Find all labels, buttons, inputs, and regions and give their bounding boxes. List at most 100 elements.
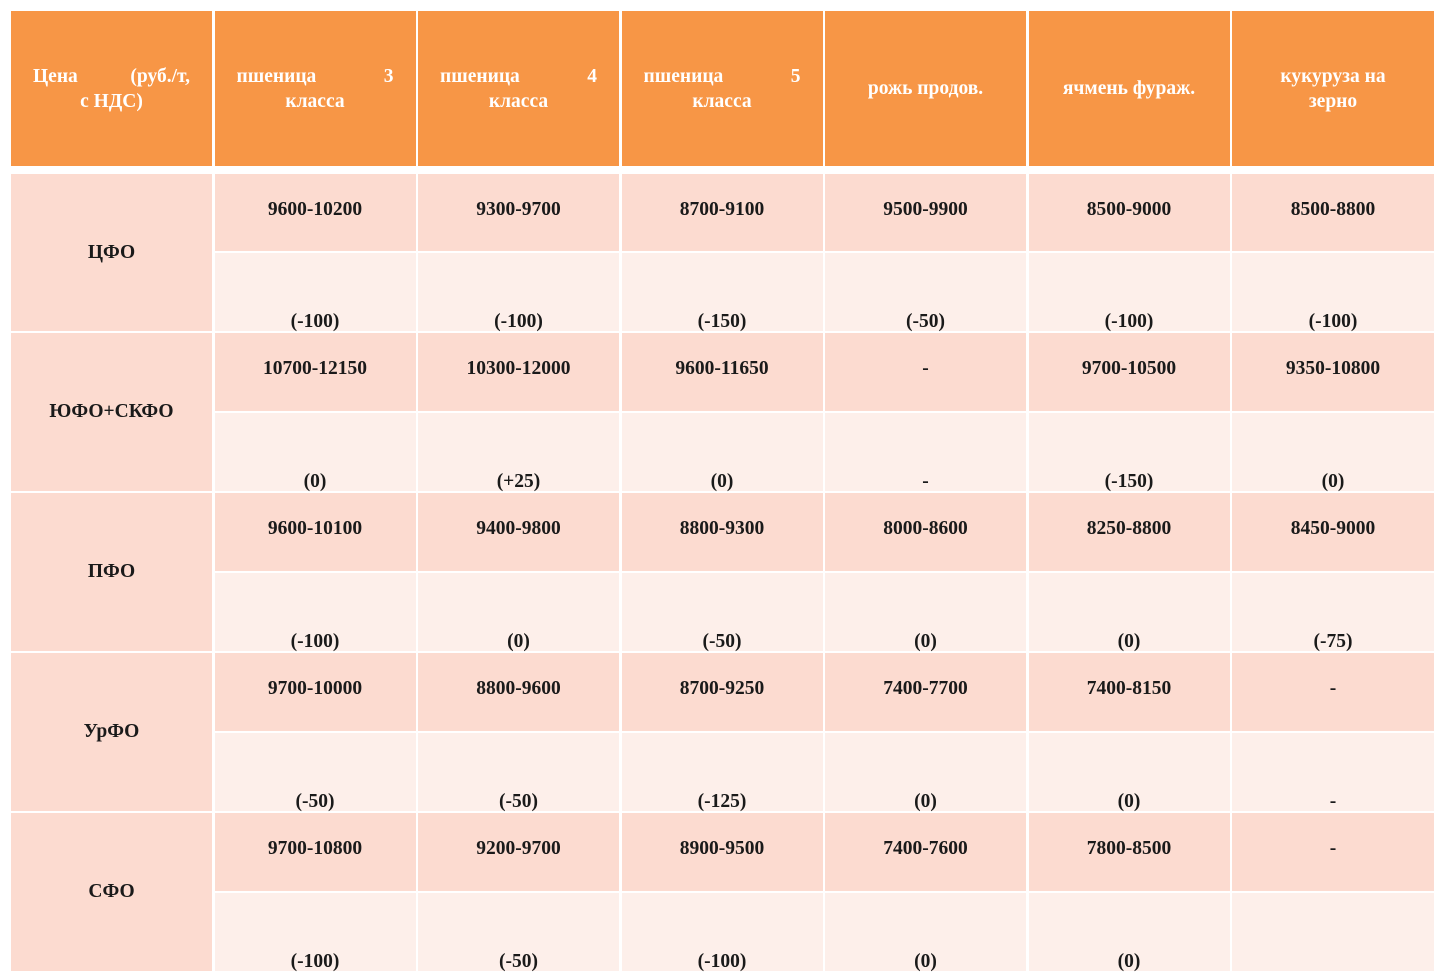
price-change-value: (-50) xyxy=(702,631,742,652)
header-separator xyxy=(11,168,212,172)
price-change-cell: (0) xyxy=(621,413,823,492)
price-change-cell: (-50) xyxy=(418,733,619,812)
price-change-cell: (-150) xyxy=(1028,413,1230,492)
price-change-value: - xyxy=(1329,791,1337,812)
price-range-cell: 8500-9000 xyxy=(1028,174,1230,251)
header-line-2: с НДС) xyxy=(80,91,143,112)
price-change-value: (-100) xyxy=(290,311,340,332)
price-range-cell: 10300-12000 xyxy=(418,333,619,411)
price-change-value: (-50) xyxy=(499,951,538,972)
price-change-cell: (-100) xyxy=(1028,253,1230,332)
price-change-cell: (0) xyxy=(825,573,1026,652)
price-change-cell: - xyxy=(1232,733,1434,812)
price-change-cell: (-100) xyxy=(214,893,416,972)
price-range-cell: 7400-7700 xyxy=(825,653,1026,731)
price-range-cell: - xyxy=(1232,653,1434,731)
price-change-value: (0) xyxy=(914,791,937,812)
price-change-cell: (-125) xyxy=(621,733,823,812)
region-label: СФО xyxy=(11,813,212,971)
price-change-value: (-100) xyxy=(1308,311,1358,332)
region-label: ЦФО xyxy=(11,174,212,331)
price-range-cell: 8800-9300 xyxy=(621,493,823,571)
price-change-cell: (-75) xyxy=(1232,573,1434,652)
price-change-cell: (0) xyxy=(825,733,1026,812)
price-change-cell: (-100) xyxy=(1232,253,1434,332)
header-price-unit: Цена (руб./т, с НДС) xyxy=(11,11,212,166)
price-change-value: (0) xyxy=(507,631,530,652)
price-change-value: (-100) xyxy=(290,631,340,652)
price-change-value: (-100) xyxy=(290,951,340,972)
price-change-value: (-150) xyxy=(697,311,747,332)
header-line-2: класса xyxy=(285,91,345,112)
price-change-cell: - xyxy=(825,413,1026,492)
price-change-value: (0) xyxy=(1117,631,1141,652)
header-rye: рожь продов. xyxy=(825,11,1026,166)
price-change-value: (0) xyxy=(710,471,734,492)
price-range-cell: 8250-8800 xyxy=(1028,493,1230,571)
price-range-cell: - xyxy=(825,333,1026,411)
price-change-value: (0) xyxy=(914,631,937,652)
price-range-cell: 9300-9700 xyxy=(418,174,619,251)
price-change-value: (0) xyxy=(1117,791,1141,812)
price-change-cell: (-100) xyxy=(214,253,416,332)
price-range-cell: 10700-12150 xyxy=(214,333,416,411)
price-change-cell: (0) xyxy=(214,413,416,492)
header-separator xyxy=(1028,168,1230,172)
price-change-value: (-50) xyxy=(499,791,538,812)
price-change-value: (0) xyxy=(914,951,937,972)
price-change-cell: (0) xyxy=(418,573,619,652)
price-range-cell: 9600-10200 xyxy=(214,174,416,251)
price-range-cell: 7400-8150 xyxy=(1028,653,1230,731)
price-change-value: - xyxy=(922,471,929,492)
header-separator xyxy=(418,168,619,172)
price-range-cell: 9700-10800 xyxy=(214,813,416,891)
header-line-1: пшеница 4 xyxy=(440,66,597,87)
price-range-cell: 9200-9700 xyxy=(418,813,619,891)
header-separator xyxy=(825,168,1026,172)
region-label: УрФО xyxy=(11,653,212,811)
price-change-cell: (-50) xyxy=(214,733,416,812)
price-change-cell: (-50) xyxy=(621,573,823,652)
header-separator xyxy=(621,168,823,172)
price-change-value: (-75) xyxy=(1313,631,1353,652)
price-change-cell: (-50) xyxy=(825,253,1026,332)
price-change-cell: (0) xyxy=(1028,893,1230,972)
header-wheat-5: пшеница 5 класса xyxy=(621,11,823,166)
header-line-1: пшеница 3 xyxy=(236,66,394,87)
price-change-value: (-125) xyxy=(697,791,747,812)
header-line-2: класса xyxy=(488,91,549,112)
price-range-cell: 9700-10500 xyxy=(1028,333,1230,411)
price-range-cell: - xyxy=(1232,813,1434,891)
price-range-cell: 9700-10000 xyxy=(214,653,416,731)
price-range-cell: 9600-10100 xyxy=(214,493,416,571)
price-range-cell: 9400-9800 xyxy=(418,493,619,571)
price-table: Цена (руб./т, с НДС) пшеница 3 класса пшениц… xyxy=(11,11,1434,972)
price-change-cell: (0) xyxy=(1232,413,1434,492)
price-range-cell: 8000-8600 xyxy=(825,493,1026,571)
region-label: ЮФО+СКФО xyxy=(11,333,212,491)
header-wheat-3: пшеница 3 класса xyxy=(214,11,416,166)
price-range-cell: 7800-8500 xyxy=(1028,813,1230,891)
header-line-1: пшеница 5 xyxy=(643,66,801,87)
price-change-cell: (+25) xyxy=(418,413,619,492)
header-wheat-4: пшеница 4 класса xyxy=(418,11,619,166)
price-range-cell: 8900-9500 xyxy=(621,813,823,891)
header-line-2: класса xyxy=(692,91,752,112)
price-change-cell: (0) xyxy=(1028,573,1230,652)
price-range-cell: 9600-11650 xyxy=(621,333,823,411)
header-corn: кукуруза на зерно xyxy=(1232,11,1434,166)
price-change-value: (0) xyxy=(1117,951,1141,972)
price-change-value: (0) xyxy=(1321,471,1345,492)
price-change-cell: (0) xyxy=(1028,733,1230,812)
price-change-value: (-50) xyxy=(906,311,945,332)
price-change-value: (-100) xyxy=(494,311,543,332)
price-change-cell: (-100) xyxy=(418,253,619,332)
price-range-cell: 8450-9000 xyxy=(1232,493,1434,571)
price-change-cell xyxy=(1232,893,1434,971)
price-range-cell: 8700-9100 xyxy=(621,174,823,251)
price-range-cell: 9500-9900 xyxy=(825,174,1026,251)
header-barley: ячмень фураж. xyxy=(1028,11,1230,166)
header-line-1: Цена (руб./т, xyxy=(33,66,190,87)
price-range-cell: 8500-8800 xyxy=(1232,174,1434,251)
price-change-value: (+25) xyxy=(496,471,541,492)
